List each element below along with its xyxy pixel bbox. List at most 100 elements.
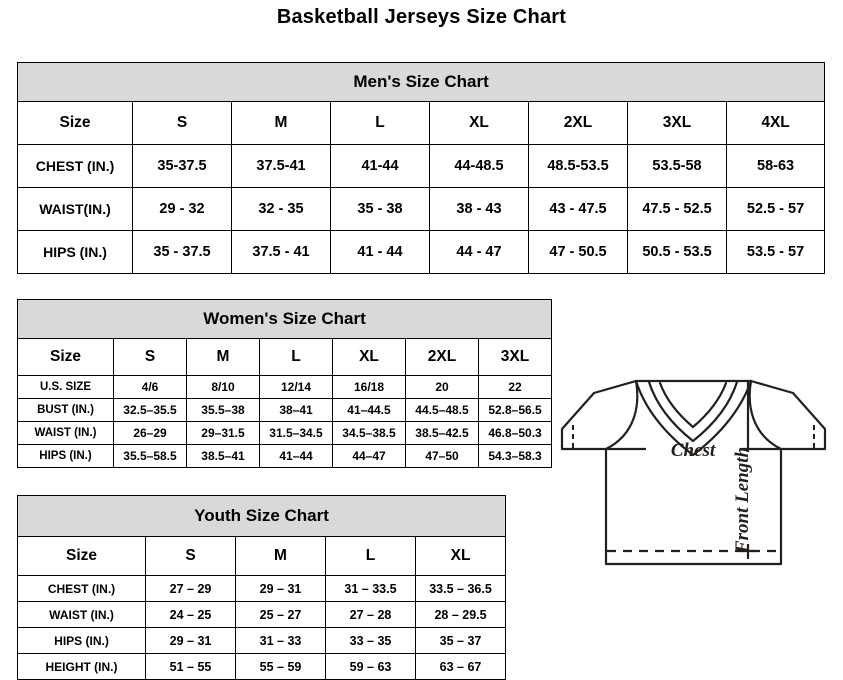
youth-row-label-chest: CHEST (IN.) [17, 575, 146, 602]
mens-chart-caption: Men's Size Chart [16, 62, 826, 102]
table-row: U.S. SIZE 4/6 8/10 12/14 16/18 20 22 [17, 375, 553, 399]
mens-waist-m: 32 - 35 [231, 187, 331, 231]
womens-ussize-l: 12/14 [259, 375, 333, 399]
womens-header-size: Size [17, 338, 114, 376]
youth-chest-xl: 33.5 – 36.5 [414, 575, 507, 602]
youth-row-label-waist: WAIST (IN.) [17, 601, 146, 628]
front-length-measurement-label: Front Length [732, 447, 753, 554]
right-armscye-curve [748, 379, 783, 451]
mens-waist-s: 29 - 32 [132, 187, 232, 231]
youth-waist-s: 24 – 25 [145, 601, 236, 628]
womens-ussize-s: 4/6 [113, 375, 187, 399]
youth-header-m: M [235, 536, 326, 576]
sleeve-cuff-dashes [572, 425, 815, 449]
mens-header-xl: XL [429, 101, 529, 145]
mens-header-3xl: 3XL [627, 101, 727, 145]
mens-waist-xl: 38 - 43 [429, 187, 529, 231]
mens-header-size: Size [17, 101, 133, 145]
table-row: CHEST (IN.) 27 – 29 29 – 31 31 – 33.5 33… [17, 575, 507, 602]
youth-hips-xl: 35 – 37 [414, 627, 507, 654]
womens-header-s: S [113, 338, 187, 376]
jersey-outline [560, 379, 827, 566]
youth-header-xl: XL [414, 536, 507, 576]
mens-row-label-hips: HIPS (IN.) [17, 230, 133, 274]
v-neck-outer [634, 379, 753, 457]
womens-hips-s: 35.5–58.5 [113, 444, 187, 468]
mens-hips-l: 41 - 44 [330, 230, 430, 274]
youth-header-size: Size [17, 536, 146, 576]
youth-hips-l: 33 – 35 [325, 627, 416, 654]
womens-ussize-m: 8/10 [186, 375, 260, 399]
youth-waist-xl: 28 – 29.5 [414, 601, 507, 628]
table-header-row: Size S M L XL 2XL 3XL 4XL [17, 101, 826, 145]
youth-height-xl: 63 – 67 [414, 653, 507, 680]
womens-hips-3xl: 54.3–58.3 [477, 444, 553, 468]
mens-chest-4xl: 58-63 [725, 144, 826, 188]
mens-waist-4xl: 52.5 - 57 [725, 187, 826, 231]
mens-header-4xl: 4XL [725, 101, 826, 145]
womens-bust-xl: 41–44.5 [332, 398, 406, 422]
womens-waist-2xl: 38.5–42.5 [405, 421, 479, 445]
womens-waist-s: 26–29 [113, 421, 187, 445]
womens-row-label-us-size: U.S. SIZE [17, 375, 114, 399]
womens-ussize-2xl: 20 [405, 375, 479, 399]
mens-chest-l: 41-44 [330, 144, 430, 188]
youth-row-label-hips: HIPS (IN.) [17, 627, 146, 654]
mens-header-l: L [330, 101, 430, 145]
womens-header-l: L [259, 338, 333, 376]
right-sleeve-shape [779, 391, 827, 451]
womens-ussize-3xl: 22 [477, 375, 553, 399]
mens-hips-xl: 44 - 47 [429, 230, 529, 274]
womens-waist-m: 29–31.5 [186, 421, 260, 445]
womens-header-3xl: 3XL [477, 338, 553, 376]
mens-header-m: M [231, 101, 331, 145]
womens-header-2xl: 2XL [405, 338, 479, 376]
womens-bust-l: 38–41 [259, 398, 333, 422]
youth-size-chart-table: Youth Size Chart Size S M L XL CHEST (IN… [16, 495, 507, 680]
table-row: WAIST(IN.) 29 - 32 32 - 35 35 - 38 38 - … [17, 187, 826, 231]
left-shoulder-line [592, 379, 638, 395]
womens-bust-m: 35.5–38 [186, 398, 260, 422]
youth-header-l: L [325, 536, 416, 576]
table-row: HEIGHT (IN.) 51 – 55 55 – 59 59 – 63 63 … [17, 653, 507, 680]
table-row: BUST (IN.) 32.5–35.5 35.5–38 38–41 41–44… [17, 398, 553, 422]
mens-hips-4xl: 53.5 - 57 [725, 230, 826, 274]
mens-chest-3xl: 53.5-58 [627, 144, 727, 188]
womens-waist-3xl: 46.8–50.3 [477, 421, 553, 445]
mens-waist-l: 35 - 38 [330, 187, 430, 231]
womens-row-label-hips: HIPS (IN.) [17, 444, 114, 468]
mens-hips-m: 37.5 - 41 [231, 230, 331, 274]
youth-chest-m: 29 – 31 [235, 575, 326, 602]
youth-chest-s: 27 – 29 [145, 575, 236, 602]
mens-waist-2xl: 43 - 47.5 [528, 187, 628, 231]
table-caption-row: Women's Size Chart [16, 299, 553, 339]
womens-bust-3xl: 52.8–56.5 [477, 398, 553, 422]
womens-hips-l: 41–44 [259, 444, 333, 468]
womens-hips-2xl: 47–50 [405, 444, 479, 468]
table-row: HIPS (IN.) 29 – 31 31 – 33 33 – 35 35 – … [17, 627, 507, 654]
mens-header-2xl: 2XL [528, 101, 628, 145]
womens-row-label-bust: BUST (IN.) [17, 398, 114, 422]
mens-chest-2xl: 48.5-53.5 [528, 144, 628, 188]
table-header-row: Size S M L XL 2XL 3XL [17, 338, 553, 376]
chest-measurement-label: Chest [671, 440, 716, 461]
left-armscye-curve [604, 379, 639, 451]
v-neck-rib-inner [658, 381, 728, 429]
womens-chart-caption: Women's Size Chart [16, 299, 553, 339]
v-neck-rib-outer [647, 380, 739, 443]
table-caption-row: Men's Size Chart [16, 62, 826, 102]
jersey-svg: Chest Front Length [560, 379, 827, 566]
youth-header-s: S [145, 536, 236, 576]
youth-chest-l: 31 – 33.5 [325, 575, 416, 602]
youth-waist-l: 27 – 28 [325, 601, 416, 628]
mens-header-s: S [132, 101, 232, 145]
youth-chart-caption: Youth Size Chart [16, 495, 507, 537]
womens-row-label-waist: WAIST (IN.) [17, 421, 114, 445]
womens-ussize-xl: 16/18 [332, 375, 406, 399]
jersey-measurement-diagram: Chest Front Length [556, 352, 831, 637]
table-row: WAIST (IN.) 26–29 29–31.5 31.5–34.5 34.5… [17, 421, 553, 445]
womens-waist-l: 31.5–34.5 [259, 421, 333, 445]
left-sleeve-shape [560, 391, 608, 451]
right-shoulder-line [749, 379, 795, 395]
womens-hips-m: 38.5–41 [186, 444, 260, 468]
